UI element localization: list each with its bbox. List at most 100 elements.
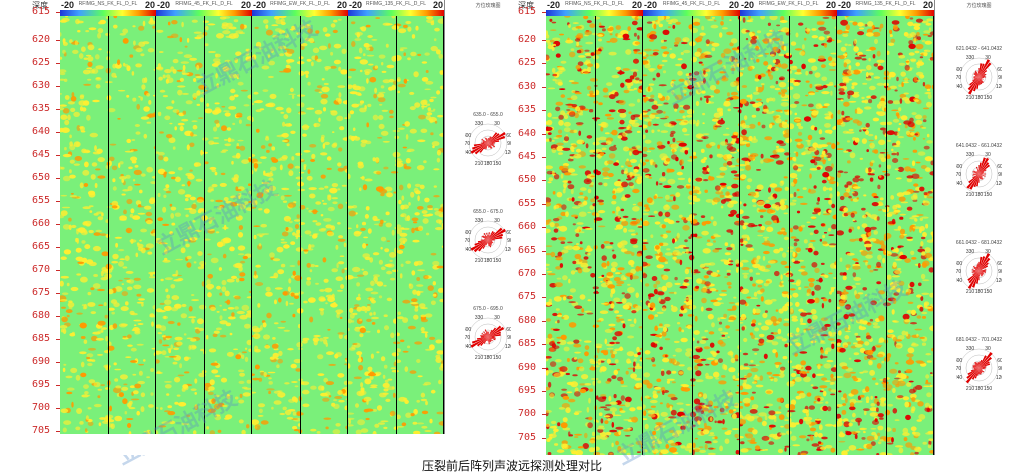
rose-angle-label: 240 (956, 278, 962, 284)
depth-tick-label: 690 (32, 356, 50, 367)
depth-tick-label: 635 (32, 103, 50, 114)
scale-min-label: -20 (741, 0, 754, 10)
rose-angle-label: 120 (996, 375, 1002, 381)
rose-angle-label: 30 (494, 218, 500, 224)
rose-angle-label: 330 (475, 121, 484, 127)
depth-tick-label: 685 (32, 333, 50, 344)
rose-angle-label: 240 (465, 344, 471, 350)
rose-angle-label: 210 (966, 289, 975, 294)
track-header: RFIMG_NS_FK_FL_D_FL-20 20 (546, 0, 643, 17)
rose-angle-label: 270 (465, 238, 470, 244)
rose-angle-label: 30 (985, 55, 991, 61)
track-divider (300, 16, 301, 434)
rose-angle-label: 270 (956, 366, 961, 372)
rose-angle-label: 90 (507, 238, 511, 244)
depth-tick-label: 630 (518, 81, 536, 92)
depth-tick-label: 615 (518, 6, 536, 17)
rose-angle-label: 90 (998, 366, 1002, 372)
scale-max-label: 20 (433, 0, 443, 10)
rose-angle-label: 150 (984, 95, 993, 100)
rose-angle-label: 210 (966, 386, 975, 391)
track-divider (108, 16, 109, 434)
scale-max-label: 20 (729, 0, 739, 10)
depth-tick-label: 620 (518, 34, 536, 45)
rose-angle-label: 300 (956, 67, 962, 73)
rose-angle-label: 120 (505, 150, 511, 156)
rose-angle-label: 60 (506, 230, 511, 236)
rose-angle-label: 90 (507, 141, 511, 147)
rose-angle-label: 300 (465, 133, 471, 139)
depth-tick-label: 695 (518, 385, 536, 396)
rose-angle-label: 180 (484, 161, 493, 166)
depth-tick-label: 665 (32, 241, 50, 252)
rose-angle-label: 240 (465, 150, 471, 156)
rose-angle-label: 120 (996, 278, 1002, 284)
azimuth-rose-diagram: 330303006027090240120210150180 (465, 217, 511, 263)
rose-angle-label: 240 (956, 181, 962, 187)
rose-angle-label: 270 (956, 75, 961, 81)
azimuth-rose-diagram: 330303006027090240120210150180 (465, 314, 511, 360)
depth-tick-label: 700 (518, 408, 536, 419)
rose-angle-label: 270 (956, 269, 961, 275)
rose-angle-label: 30 (494, 121, 500, 127)
rose-angle-label: 90 (998, 75, 1002, 81)
rose-angle-label: 330 (475, 315, 484, 321)
azimuth-rose-diagram: 330303006027090240120210150180 (956, 54, 1002, 100)
depth-tick-label: 635 (518, 104, 536, 115)
track-divider (886, 16, 887, 455)
rose-angle-label: 120 (996, 84, 1002, 90)
depth-tick-label: 655 (32, 195, 50, 206)
track-title: RFIMG_NS_FK_FL_D_FL (60, 1, 156, 7)
depth-tick-label: 705 (518, 432, 536, 443)
rose-angle-label: 60 (506, 327, 511, 333)
rose-angle-label: 30 (985, 346, 991, 352)
rose-depth-range: 641.0432 - 661.0432 (935, 143, 1023, 149)
rose-angle-label: 180 (484, 258, 493, 263)
azimuth-rose-diagram: 330303006027090240120210150180 (956, 248, 1002, 294)
rose-angle-label: 60 (997, 358, 1002, 364)
rose-angle-label: 150 (493, 258, 502, 263)
azimuth-rose-diagram: 330303006027090240120210150180 (956, 151, 1002, 197)
depth-tick-label: 705 (32, 425, 50, 436)
rose-angle-label: 90 (998, 269, 1002, 275)
depth-tick-label: 640 (518, 128, 536, 139)
scale-max-label: 20 (145, 0, 155, 10)
scale-min-label: -20 (253, 0, 266, 10)
scale-max-label: 20 (337, 0, 347, 10)
rose-angle-label: 180 (975, 192, 984, 197)
rose-angle-label: 270 (465, 335, 470, 341)
depth-tick-label: 615 (32, 6, 50, 17)
rose-angle-label: 210 (475, 355, 484, 360)
rose-angle-label: 60 (997, 164, 1002, 170)
rose-column: 方位玫瑰图 621.0432 - 641.0432330303006027090… (934, 0, 1023, 455)
track-title: RFIMG_135_FK_FL_D_FL (348, 1, 444, 7)
rose-angle-label: 210 (475, 161, 484, 166)
depth-tick-label: 700 (32, 402, 50, 413)
rose-angle-label: 270 (465, 141, 470, 147)
rose-angle-label: 210 (966, 95, 975, 100)
rose-angle-label: 300 (465, 230, 471, 236)
rose-depth-range: 661.0432 - 681.0432 (935, 240, 1023, 246)
rose-angle-label: 330 (475, 218, 484, 224)
azimuth-rose-diagram: 330303006027090240120210150180 (465, 120, 511, 166)
rose-angle-label: 150 (984, 192, 993, 197)
scale-min-label: -20 (61, 0, 74, 10)
rose-angle-label: 240 (465, 247, 471, 253)
track-title: RFIMG_NS_FK_FL_D_FL (546, 1, 643, 7)
rose-depth-range: 681.0432 - 701.0432 (935, 337, 1023, 343)
rose-angle-label: 180 (975, 289, 984, 294)
track-divider (595, 16, 596, 455)
rose-angle-label: 330 (966, 152, 975, 158)
rose-angle-label: 150 (493, 161, 502, 166)
rose-depth-range: 621.0432 - 641.0432 (935, 46, 1023, 52)
scale-min-label: -20 (157, 0, 170, 10)
scale-min-label: -20 (547, 0, 560, 10)
rose-angle-label: 30 (985, 152, 991, 158)
rose-angle-label: 120 (996, 181, 1002, 187)
scale-max-label: 20 (632, 0, 642, 10)
